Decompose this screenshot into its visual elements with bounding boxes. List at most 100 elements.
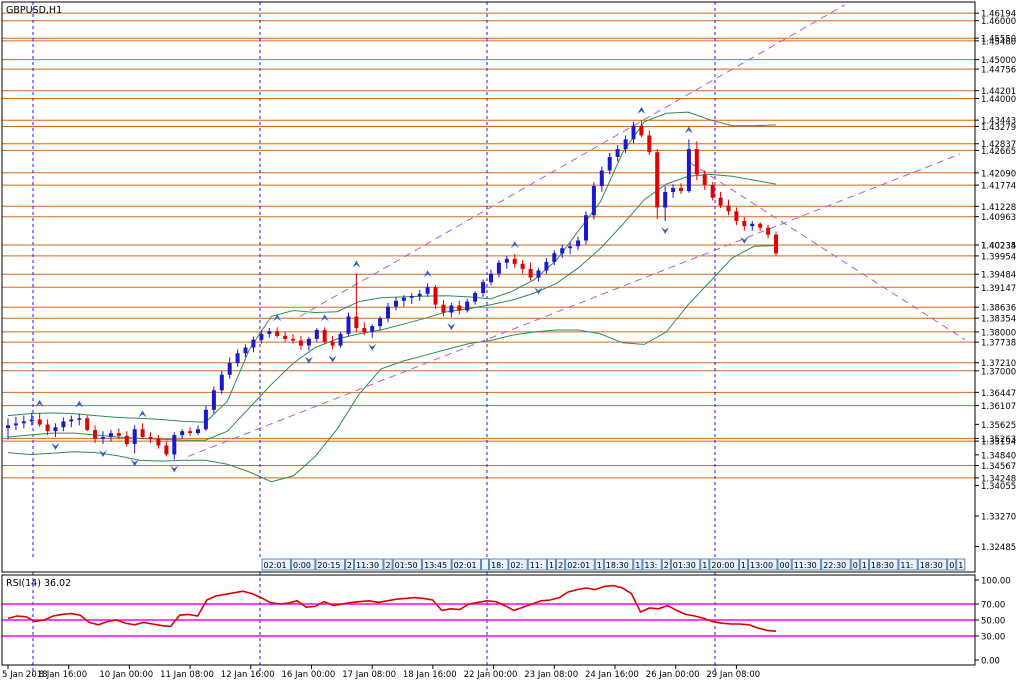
bear-candle: [774, 231, 778, 257]
candle-body: [188, 431, 193, 434]
session-time-box: [392, 558, 423, 571]
candle-body: [164, 445, 169, 455]
session-time-box: [291, 558, 316, 571]
bull-candle: [481, 279, 486, 297]
bear-candle: [694, 141, 699, 181]
price-tick-label: 1.39484: [981, 271, 1016, 281]
bull-candle: [591, 182, 596, 220]
price-tick-label: 1.39147: [981, 284, 1016, 294]
time-tick-label: 5 Jan 2018: [2, 670, 48, 680]
bull-candle: [394, 296, 398, 311]
bear-candle: [354, 273, 359, 332]
bear-candle: [457, 300, 462, 315]
session-time-box: [661, 558, 671, 571]
candle-body: [53, 427, 58, 432]
session-time-box: [556, 558, 566, 571]
time-tick-label: 17 Jan 08:00: [342, 670, 396, 680]
price-tick-label: 1.35263: [981, 435, 1016, 445]
fractal-up-icon: [352, 260, 361, 268]
fractal-up-icon: [637, 106, 646, 114]
bull-candle: [671, 184, 676, 198]
session-time-label: 18:30: [920, 561, 943, 570]
bull-candle: [504, 256, 509, 269]
bull-candle: [465, 298, 470, 313]
bear-candle: [140, 423, 145, 439]
candle-body: [496, 262, 501, 274]
bull-candle: [196, 425, 200, 436]
bull-candle: [584, 211, 588, 245]
candle-body: [401, 297, 406, 301]
price-tick-label: 1.41774: [981, 182, 1016, 192]
candle-body: [251, 339, 256, 348]
time-tick-label: 16 Jan 00:00: [282, 670, 336, 680]
session-time-label: 02:01: [454, 561, 477, 570]
candle-body: [37, 419, 42, 425]
bull-candle: [69, 415, 74, 428]
bull-candle: [496, 259, 501, 278]
bear-candle: [330, 335, 335, 350]
bull-candle: [108, 429, 113, 442]
candle-body: [465, 301, 470, 311]
bull-candle: [536, 267, 541, 282]
bear-candle: [528, 262, 533, 281]
bull-candle: [53, 423, 58, 437]
candle-body: [196, 429, 200, 434]
candle-body: [639, 125, 644, 136]
session-time-box: [565, 558, 595, 571]
bear-candle: [322, 327, 327, 344]
session-time-box: [859, 558, 869, 571]
time-tick-label: 29 Jan 08:00: [706, 670, 760, 680]
fractal-down-icon: [661, 227, 670, 235]
bull-candle: [251, 336, 256, 353]
candle-body: [449, 305, 454, 313]
bull-candle: [314, 328, 319, 342]
candle-body: [203, 409, 208, 430]
candle-body: [61, 421, 66, 428]
session-time-label: 11:30: [794, 561, 817, 570]
candle-body: [742, 221, 747, 227]
price-tick-label: 1.40235: [981, 242, 1016, 252]
candle-body: [441, 304, 446, 313]
candle-body: [85, 418, 90, 430]
session-time-box: [489, 558, 509, 571]
candle-body: [568, 246, 573, 249]
candle-body: [694, 149, 699, 175]
price-tick-label: 1.32485: [981, 543, 1016, 553]
session-time-label: 1: [862, 561, 867, 570]
session-time-box: [451, 558, 482, 571]
candle-body: [314, 330, 319, 339]
candle-body: [77, 418, 82, 420]
fractal-up-icon: [35, 399, 44, 407]
bear-candle: [702, 170, 707, 190]
bear-candle: [655, 149, 660, 220]
session-time-box: [315, 558, 345, 571]
bear-candle: [726, 199, 731, 216]
session-time-label: 11:30: [356, 561, 379, 570]
rsi-tick-label: 50.00: [981, 617, 1005, 627]
price-tick-label: 1.44000: [981, 95, 1016, 105]
fractal-down-icon: [130, 459, 139, 467]
channel-line: [299, 4, 846, 317]
session-time-box: [633, 558, 643, 571]
rsi-label: RSI(14) 36.02: [6, 578, 71, 589]
session-time-box: [642, 558, 662, 571]
bull-candle: [449, 302, 454, 318]
bear-candle: [758, 222, 763, 231]
candle-body: [298, 340, 303, 346]
session-time-box: [261, 558, 291, 571]
candle-body: [148, 437, 153, 439]
bear-candle: [164, 440, 169, 457]
price-tick-label: 1.38000: [981, 328, 1016, 338]
candle-body: [750, 223, 755, 227]
session-time-label: 2: [558, 561, 563, 570]
bear-candle: [37, 412, 42, 427]
time-tick-label: 22 Jan 00:00: [464, 670, 518, 680]
bear-candle: [188, 427, 193, 437]
rsi-tick-label: 100.00: [981, 577, 1011, 587]
fractal-down-icon: [534, 287, 543, 295]
fractal-down-icon: [368, 343, 377, 351]
price-tick-label: 1.37738: [981, 339, 1016, 349]
bollinger-lower-line: [7, 245, 777, 483]
bull-candle: [370, 324, 375, 338]
session-time-box: [821, 558, 851, 571]
